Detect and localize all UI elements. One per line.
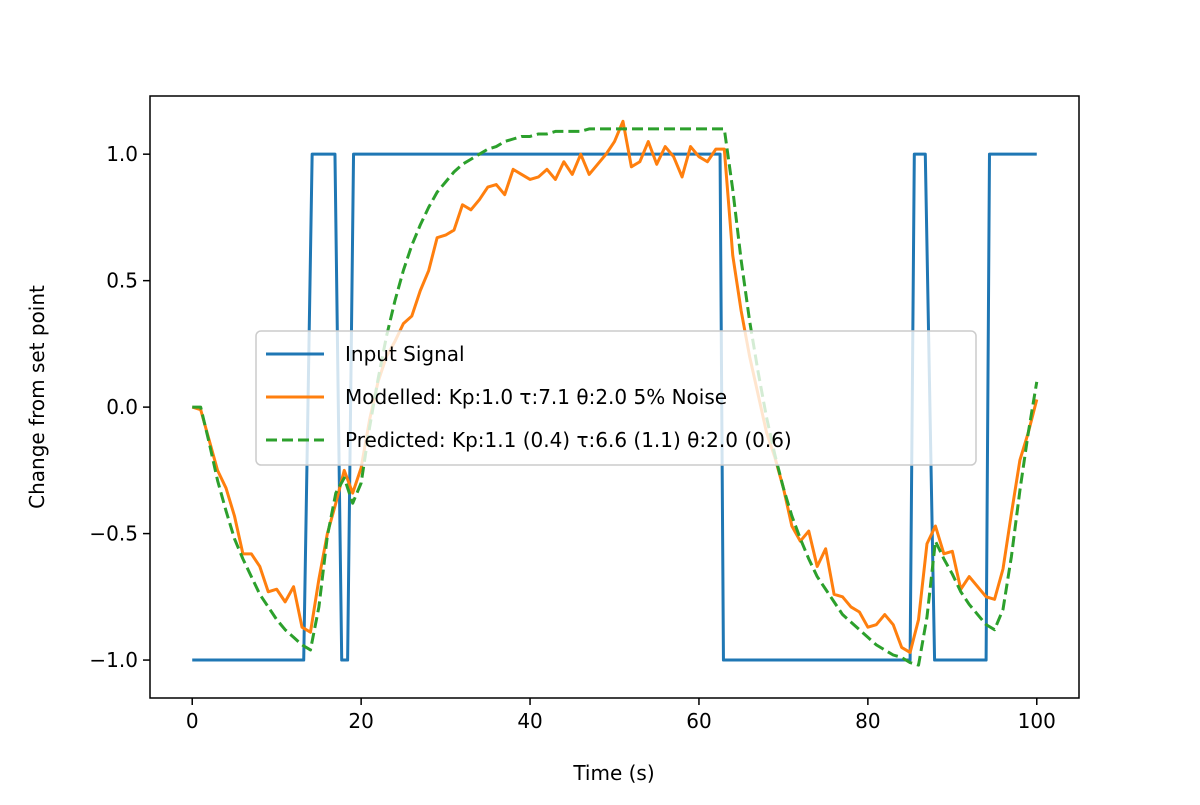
y-tick-label: −0.5: [89, 522, 138, 546]
y-tick-label: 1.0: [106, 142, 138, 166]
series-line-1: [192, 152, 1037, 662]
axes-frame: [149, 95, 1080, 699]
legend-label-3: Predicted: Kp:1.1 (0.4) τ:6.6 (1.1) θ:2.…: [345, 428, 792, 452]
y-tick-label: −1.0: [89, 648, 138, 672]
y-axis-label: Change from set point: [25, 285, 49, 509]
plot-area: [149, 95, 1080, 699]
y-tick-label: 0.5: [106, 269, 138, 293]
series-group: [191, 119, 1039, 667]
x-axis: 0 20 40 60 80 100: [186, 698, 1056, 733]
legend-label-1: Input Signal: [345, 342, 465, 366]
x-tick-label: 40: [517, 709, 542, 733]
x-axis-label: Time (s): [572, 761, 654, 785]
series-line-3: [192, 127, 1039, 667]
x-tick-label: 80: [855, 709, 880, 733]
y-tick-label: 0.0: [106, 395, 138, 419]
legend: Input Signal Modelled: Kp:1.0 τ:7.1 θ:2.0…: [255, 330, 977, 466]
legend-label-2: Modelled: Kp:1.0 τ:7.1 θ:2.0 5% Noise: [345, 385, 727, 409]
x-tick-label: 0: [186, 709, 199, 733]
x-tick-label: 20: [348, 709, 373, 733]
legend-box: [255, 330, 977, 466]
x-tick-label: 60: [686, 709, 711, 733]
x-tick-label: 100: [1018, 709, 1056, 733]
y-axis: −1.0 −0.5 0.0 0.5 1.0: [89, 142, 150, 672]
